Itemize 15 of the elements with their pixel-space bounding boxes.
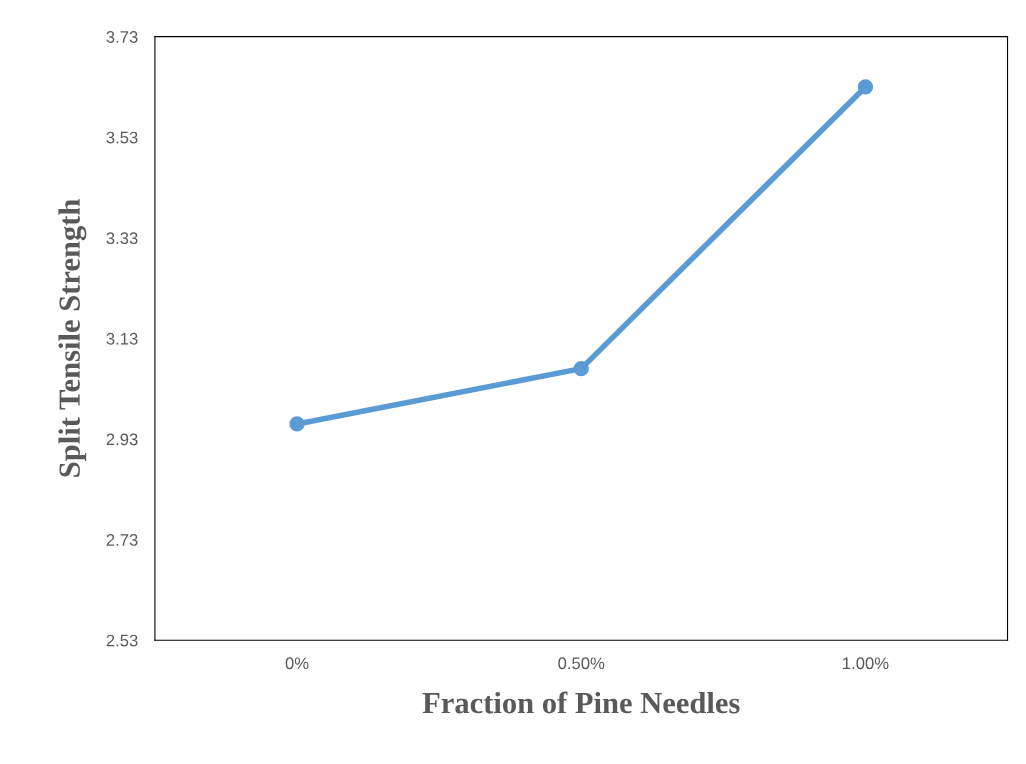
y-tick-label: 3.13 — [106, 332, 138, 345]
y-tick-label: 3.33 — [106, 232, 138, 245]
point — [857, 79, 874, 95]
y-tick-label: 3.53 — [106, 131, 138, 144]
x-tick-label: 0% — [285, 657, 309, 670]
y-tick-label: 3.73 — [106, 31, 138, 43]
point — [573, 360, 589, 377]
y-tick-label: 2.73 — [106, 534, 138, 546]
x-tick-label: 1.00% — [843, 657, 889, 670]
y-tick-label: 2.53 — [106, 634, 138, 647]
y-axis-title: Split Tensile Strength — [58, 199, 87, 477]
point — [289, 416, 305, 432]
x-tick-label: 0.50% — [558, 657, 605, 670]
x-axis-title: Fraction of Pine Needles — [422, 691, 740, 714]
y-tick-label: 2.93 — [106, 433, 138, 446]
